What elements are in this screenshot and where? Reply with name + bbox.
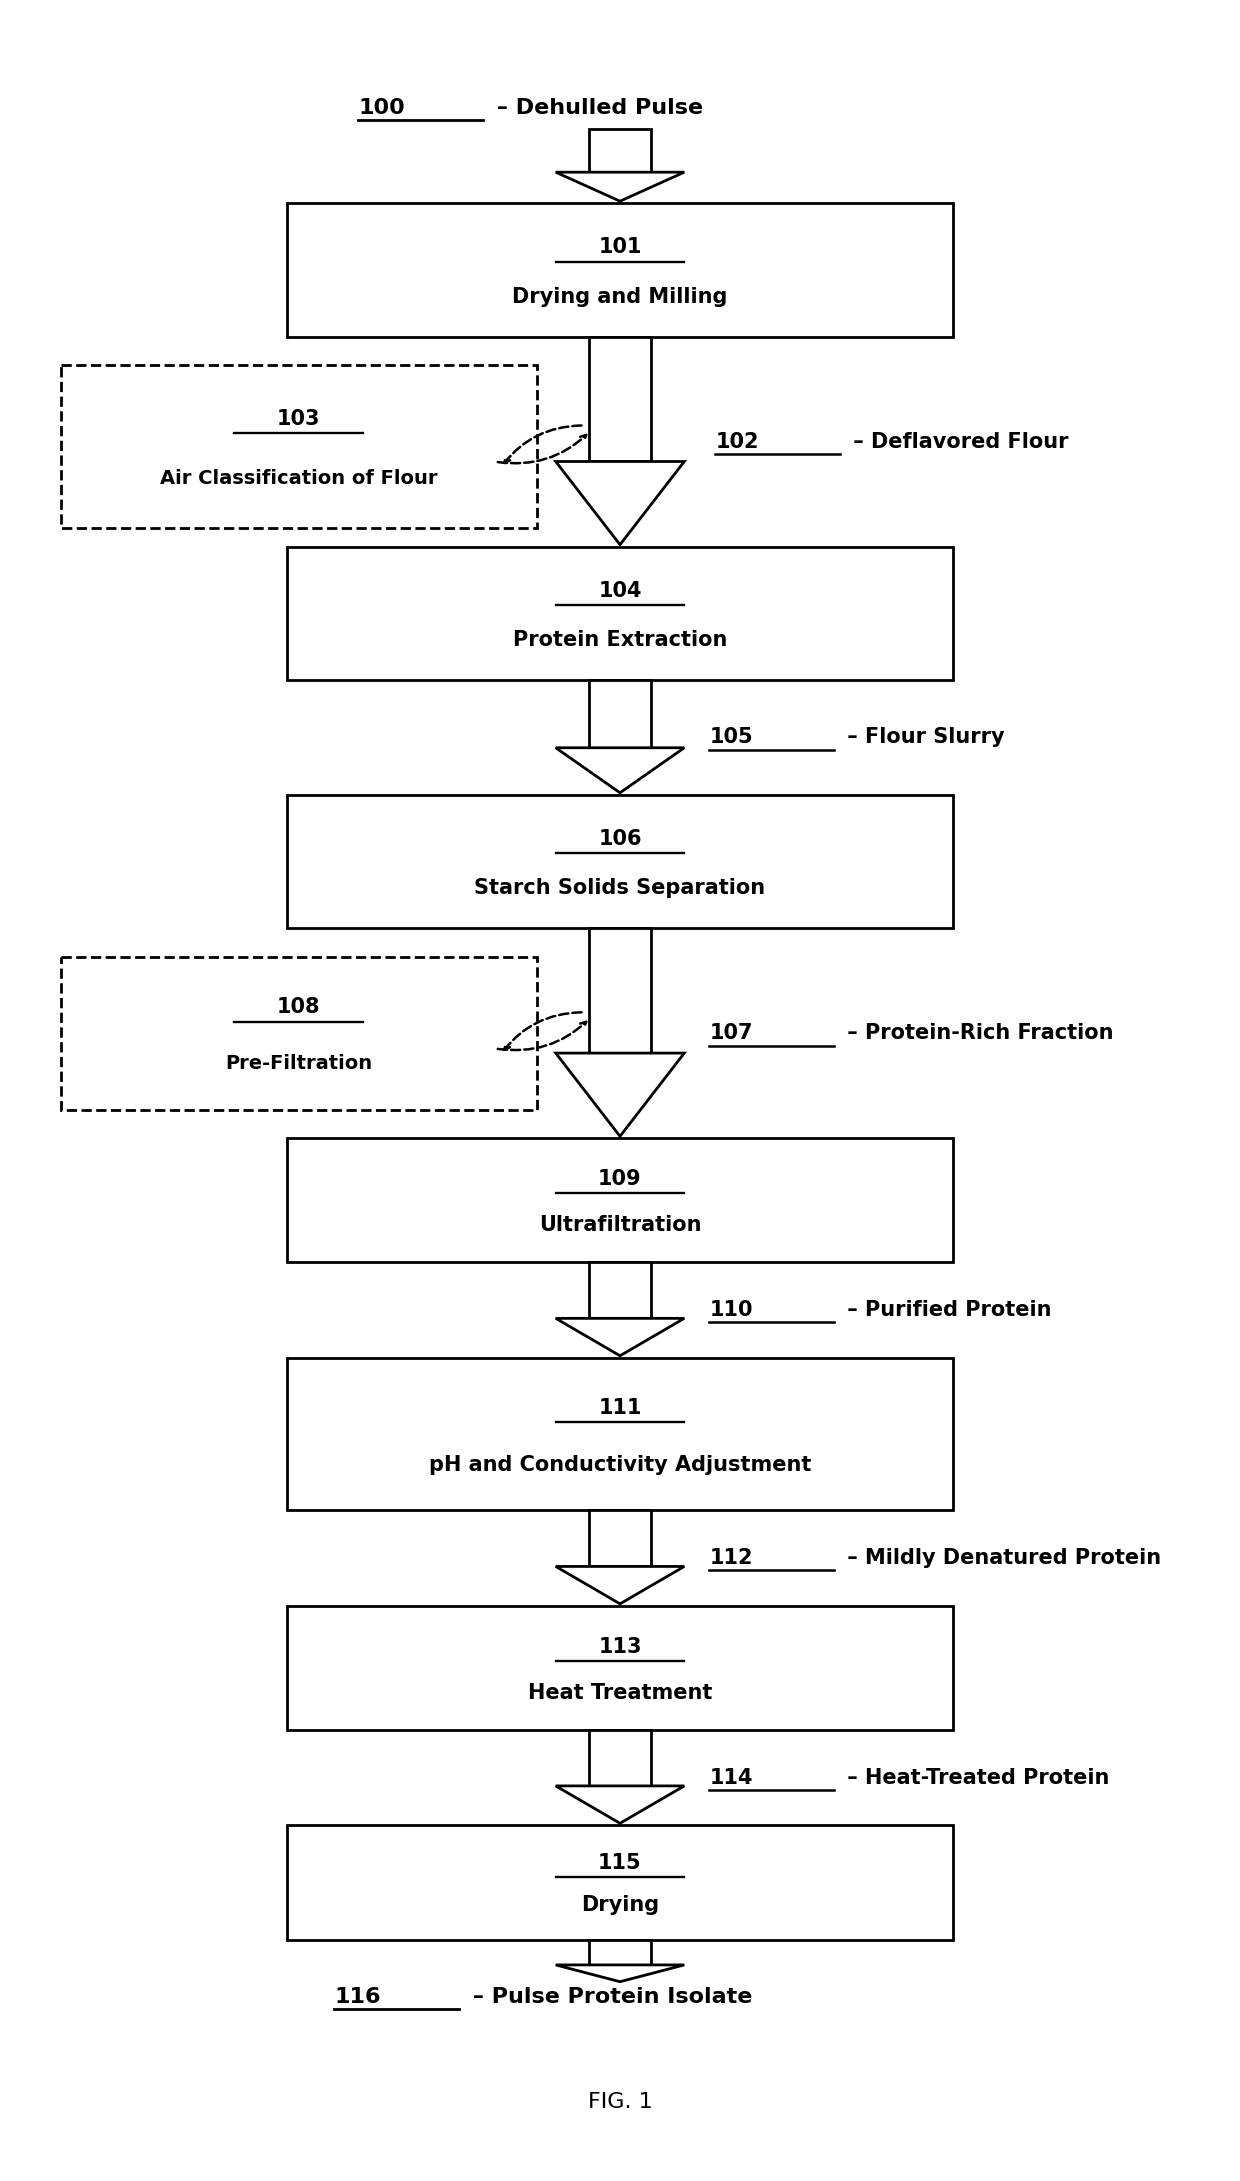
Text: Pre-Filtration: Pre-Filtration bbox=[224, 1053, 372, 1073]
Text: 103: 103 bbox=[277, 408, 320, 430]
Text: Drying: Drying bbox=[580, 1895, 660, 1915]
Text: – Protein-Rich Fraction: – Protein-Rich Fraction bbox=[841, 1023, 1114, 1043]
Bar bbox=[61, 957, 537, 1110]
Text: – Flour Slurry: – Flour Slurry bbox=[841, 728, 1004, 748]
Text: FIG. 1: FIG. 1 bbox=[588, 2092, 652, 2111]
Polygon shape bbox=[589, 1730, 651, 1786]
Polygon shape bbox=[556, 1317, 684, 1357]
Bar bbox=[286, 1357, 954, 1509]
Polygon shape bbox=[589, 1939, 651, 1965]
Polygon shape bbox=[556, 1965, 684, 1983]
Text: 104: 104 bbox=[598, 580, 642, 600]
Text: Protein Extraction: Protein Extraction bbox=[513, 630, 727, 650]
Text: 100: 100 bbox=[358, 98, 405, 118]
Polygon shape bbox=[589, 1263, 651, 1317]
Text: Starch Solids Separation: Starch Solids Separation bbox=[475, 879, 765, 899]
Polygon shape bbox=[556, 1053, 684, 1136]
Text: 109: 109 bbox=[598, 1169, 642, 1189]
Text: 106: 106 bbox=[598, 829, 642, 848]
Text: 112: 112 bbox=[709, 1549, 753, 1568]
Polygon shape bbox=[556, 748, 684, 792]
Polygon shape bbox=[556, 462, 684, 545]
Bar bbox=[286, 794, 954, 929]
Text: 101: 101 bbox=[598, 238, 642, 257]
Text: – Mildly Denatured Protein: – Mildly Denatured Protein bbox=[841, 1549, 1162, 1568]
Text: – Dehulled Pulse: – Dehulled Pulse bbox=[489, 98, 703, 118]
Text: Air Classification of Flour: Air Classification of Flour bbox=[160, 469, 438, 489]
Text: Drying and Milling: Drying and Milling bbox=[512, 286, 728, 308]
Text: Heat Treatment: Heat Treatment bbox=[528, 1682, 712, 1703]
Polygon shape bbox=[589, 929, 651, 1053]
Text: 110: 110 bbox=[709, 1300, 753, 1320]
Polygon shape bbox=[556, 1786, 684, 1823]
Text: Ultrafiltration: Ultrafiltration bbox=[538, 1215, 702, 1234]
Polygon shape bbox=[556, 1566, 684, 1603]
Polygon shape bbox=[556, 172, 684, 201]
Text: 114: 114 bbox=[709, 1767, 753, 1788]
Polygon shape bbox=[589, 129, 651, 172]
Bar bbox=[61, 364, 537, 528]
Text: 116: 116 bbox=[335, 1987, 381, 2007]
Bar bbox=[286, 1605, 954, 1730]
Text: 115: 115 bbox=[598, 1854, 642, 1873]
Text: 102: 102 bbox=[715, 432, 759, 451]
Text: 105: 105 bbox=[709, 728, 753, 748]
Bar bbox=[286, 547, 954, 680]
Text: 113: 113 bbox=[598, 1636, 642, 1658]
Text: – Deflavored Flour: – Deflavored Flour bbox=[846, 432, 1069, 451]
Bar bbox=[286, 1138, 954, 1263]
Polygon shape bbox=[589, 1509, 651, 1566]
Text: 111: 111 bbox=[598, 1398, 642, 1418]
Bar bbox=[286, 1825, 954, 1939]
Text: 108: 108 bbox=[277, 997, 320, 1016]
Text: – Purified Protein: – Purified Protein bbox=[841, 1300, 1052, 1320]
Polygon shape bbox=[589, 336, 651, 462]
Text: 107: 107 bbox=[709, 1023, 753, 1043]
Bar bbox=[286, 203, 954, 336]
Text: – Pulse Protein Isolate: – Pulse Protein Isolate bbox=[465, 1987, 753, 2007]
Text: pH and Conductivity Adjustment: pH and Conductivity Adjustment bbox=[429, 1455, 811, 1474]
Text: – Heat-Treated Protein: – Heat-Treated Protein bbox=[841, 1767, 1110, 1788]
Polygon shape bbox=[589, 680, 651, 748]
